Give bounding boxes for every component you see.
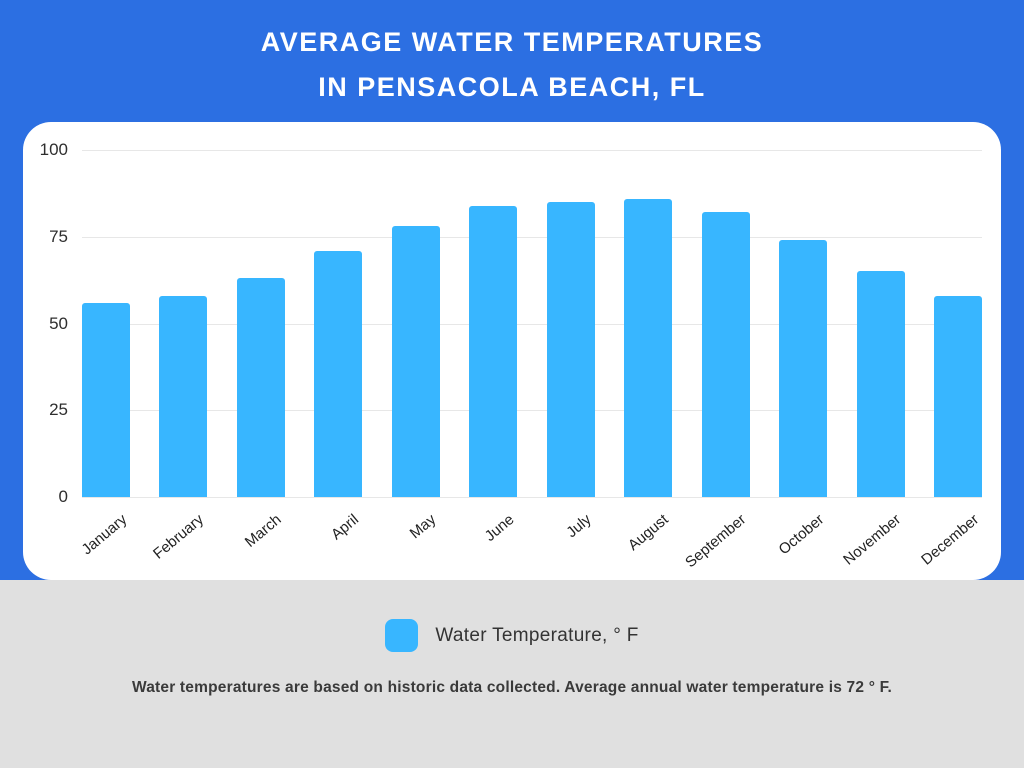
bars-group: [82, 150, 982, 497]
footer: Water Temperature, ° F Water temperature…: [0, 580, 1024, 768]
legend: Water Temperature, ° F: [0, 619, 1024, 652]
gridline-75: [82, 236, 982, 238]
gridline-100: [82, 150, 982, 151]
y-tick-label-50: 50: [49, 313, 68, 333]
x-label-january: January: [78, 511, 130, 559]
y-tick-label-0: 0: [58, 487, 68, 506]
bar-july: [546, 202, 595, 497]
x-label-september: September: [682, 511, 750, 572]
bar-november: [856, 271, 905, 497]
y-tick-label-100: 100: [39, 140, 68, 159]
bar-march: [236, 278, 285, 497]
x-label-may: May: [407, 511, 440, 543]
x-label-july: July: [563, 511, 595, 542]
footnote: Water temperatures are based on historic…: [131, 679, 893, 696]
bar-february: [159, 295, 208, 497]
plot-area: 0 25 50 75 100 January February March April May Ju…: [40, 140, 982, 571]
bar-june: [469, 205, 518, 497]
x-label-march: March: [241, 511, 285, 551]
bar-december: [933, 295, 982, 497]
gridline-25: [82, 410, 982, 412]
gridline-0: [82, 497, 982, 498]
legend-label: Water Temperature, ° F: [435, 624, 639, 646]
chart-title-line1: AVERAGE WATER TEMPERATURES: [260, 27, 764, 57]
bar-may: [391, 226, 440, 497]
x-label-october: October: [775, 511, 828, 559]
x-label-april: April: [328, 511, 363, 544]
x-label-november: November: [840, 511, 905, 569]
gridline-50: [82, 323, 982, 325]
bar-april: [314, 250, 363, 497]
x-label-december: December: [917, 511, 982, 569]
chart-panel: 0 25 50 75 100 January February March April May Ju…: [23, 122, 1001, 580]
bar-september: [701, 212, 750, 497]
legend-swatch-icon: [385, 619, 419, 652]
y-tick-label-75: 75: [49, 226, 68, 246]
x-label-june: June: [481, 511, 518, 545]
x-label-august: August: [625, 511, 673, 555]
bar-august: [624, 198, 673, 497]
bar-october: [779, 240, 828, 497]
chart-title-line2: IN PENSACOLA BEACH, FL: [318, 72, 706, 102]
bar-january: [82, 302, 130, 497]
chart-title: AVERAGE WATER TEMPERATURES IN PENSACOLA …: [0, 20, 1024, 110]
y-tick-label-25: 25: [49, 400, 68, 420]
x-label-february: February: [150, 511, 208, 563]
